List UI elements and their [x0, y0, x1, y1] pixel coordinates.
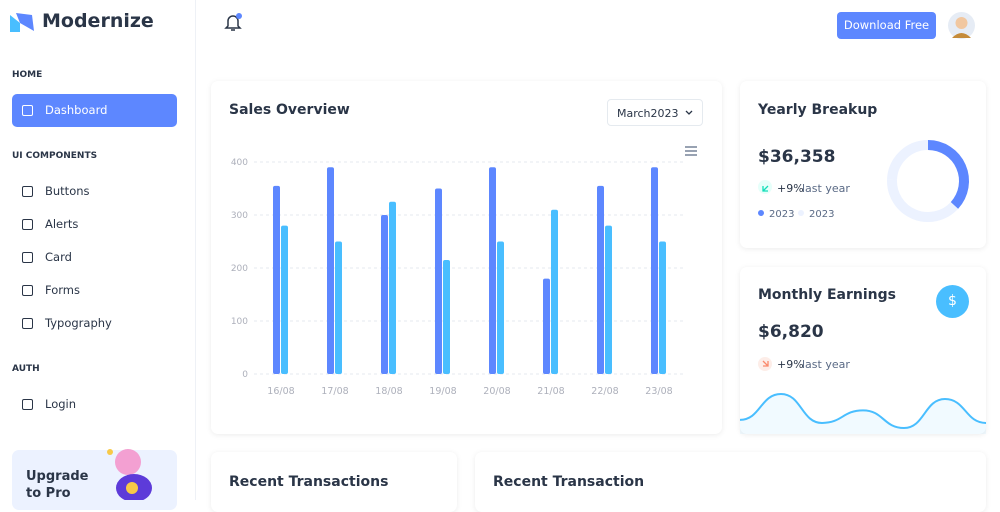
active-bg: [12, 94, 177, 127]
chevron: [685, 110, 693, 115]
nav-item[interactable]: Forms: [45, 283, 80, 297]
change: +9%: [777, 182, 804, 195]
bell-icon[interactable]: [222, 12, 244, 34]
up-badge: [758, 180, 772, 194]
month-select[interactable]: March2023: [607, 99, 703, 126]
logo-icon: [10, 13, 34, 32]
down-badge: [758, 357, 772, 371]
nav-icon: [22, 105, 33, 116]
nav-icon: [22, 285, 33, 296]
section-title: HOME: [12, 70, 43, 80]
section-title: UI COMPONENTS: [12, 151, 98, 161]
card-title: Sales Overview: [229, 102, 350, 118]
nav-item[interactable]: Card: [45, 250, 72, 264]
nav-icon: [22, 252, 33, 263]
section-title: AUTH: [12, 364, 40, 374]
sidebar-border: [195, 0, 196, 500]
nav-item[interactable]: Dashboard: [45, 103, 108, 117]
nav-item[interactable]: Buttons: [45, 184, 90, 198]
nav-icon: [22, 186, 33, 197]
amount: $36,358: [758, 147, 836, 167]
nav-icon: [22, 219, 33, 230]
amount: $6,820: [758, 322, 824, 342]
card-title: Recent Transactions: [229, 474, 389, 490]
nav-item[interactable]: Alerts: [45, 217, 79, 231]
nav-item[interactable]: Typography: [45, 316, 112, 330]
promo-illustration: [107, 449, 152, 500]
card-title: Monthly Earnings: [758, 287, 896, 303]
avatar[interactable]: [948, 12, 975, 39]
change-text: last year: [802, 182, 850, 195]
nav-icon: [22, 318, 33, 329]
chart-menu[interactable]: [684, 145, 698, 157]
card-title: Yearly Breakup: [758, 102, 878, 118]
nav-item[interactable]: Login: [45, 397, 77, 411]
brand[interactable]: Modernize: [42, 10, 154, 32]
card-title: Recent Transaction: [493, 474, 645, 490]
change-text: last year: [802, 358, 850, 371]
change: +9%: [777, 358, 804, 371]
dollar-icon: $: [936, 285, 969, 318]
download-button[interactable]: Download Free: [837, 12, 936, 39]
sales-card: [211, 81, 722, 434]
promo-text[interactable]: Upgrade to Pro: [26, 469, 89, 501]
page: Modernize HOME Dashboard UI COMPONENTS Butt…: [10, 0, 987, 510]
nav-icon: [22, 399, 33, 410]
